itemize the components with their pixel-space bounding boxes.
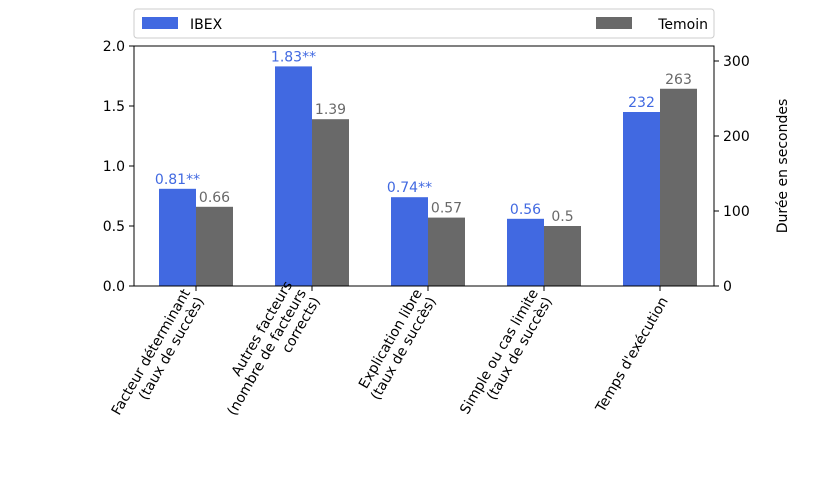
legend-label: Temoin [657,17,708,33]
bar [660,88,697,286]
x-tick-label-group: Temps d'exécution [592,295,671,416]
bar [159,188,196,286]
y2-tick-label: 100 [723,204,750,220]
y2-axis-label: Durée en secondes [775,99,791,234]
plot-frame [133,45,715,287]
value-label: 232 [628,95,655,111]
x-tick-label: Temps d'exécution [592,295,671,416]
value-label: 0.57 [431,201,462,217]
y-tick-label: 2.0 [103,39,125,55]
value-label: 1.83** [271,49,316,65]
bar [275,66,312,287]
value-label: 0.81** [155,172,200,188]
bar [623,112,660,286]
value-label: 0.74** [387,180,432,196]
bar [428,217,465,286]
legend-label: IBEX [190,17,223,33]
legend-box [133,8,715,39]
bar [391,197,428,286]
y-tick-label: 0.5 [103,219,125,235]
value-label: 0.66 [199,190,230,206]
y-tick-label: 1.5 [103,99,125,115]
bar [544,226,581,286]
x-tick-label-group: Simple ou cas limite(taux de succès) [457,287,556,418]
value-label: 0.56 [510,202,541,218]
legend-swatch [596,17,632,29]
y2-tick-label: 0 [723,279,732,295]
legend-swatch [142,17,178,29]
x-tick-label-group: Explication libre(taux de succès) [356,287,440,403]
x-tick-label-group: Autres facteurs(nombre de facteurscorrec… [225,279,324,419]
bar [312,119,349,286]
value-label: 263 [665,72,692,88]
y-tick-label: 1.0 [103,159,125,175]
value-label: 1.39 [315,102,346,118]
y-tick-label: 0.0 [103,279,125,295]
bar [196,206,233,286]
x-tick-label-group: Facteur déterminant(taux de succès) [109,286,208,418]
y2-tick-label: 300 [723,54,750,70]
value-label: 0.5 [551,209,573,225]
y2-tick-label: 200 [723,129,750,145]
bar [507,218,544,286]
